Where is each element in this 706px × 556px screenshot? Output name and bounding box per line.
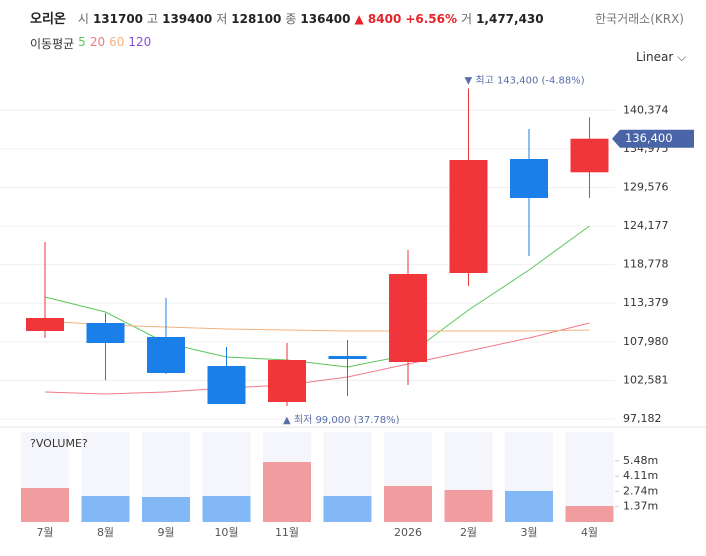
- y-tick-label: 102,581: [623, 373, 669, 386]
- x-tick-label: 9월: [157, 526, 174, 539]
- x-tick-label: 2월: [460, 526, 477, 539]
- volume-bar: [21, 488, 69, 522]
- x-tick-label: 3월: [520, 526, 537, 539]
- y-tick-label: 97,182: [623, 412, 662, 425]
- price-tag: [612, 129, 694, 148]
- candle-body: [389, 274, 427, 363]
- y-tick-label: 140,374: [623, 103, 669, 116]
- scale-mode[interactable]: Linear ⌵: [636, 50, 687, 64]
- label: 고: [147, 12, 159, 26]
- y-tick-label: 118,778: [623, 258, 669, 271]
- change-pct: +6.56%: [405, 12, 458, 26]
- change: ▲ 8400: [354, 12, 402, 26]
- scale-text: Linear: [636, 50, 674, 64]
- candle-body: [510, 159, 548, 199]
- y-tick-label: 107,980: [623, 335, 669, 348]
- y-tick-label: 129,576: [623, 180, 669, 193]
- volume-bar: [263, 462, 311, 522]
- legend-entry: 60: [109, 35, 125, 49]
- exchange: 한국거래소(KRX): [595, 12, 684, 26]
- candle-body: [570, 138, 609, 173]
- price-tag-label: 136,400: [625, 131, 673, 145]
- candle-body: [147, 337, 185, 373]
- volume-bar: [142, 496, 190, 522]
- volume-bar: [202, 495, 251, 522]
- volume-bar: [565, 506, 614, 522]
- volume-bar: [444, 489, 493, 522]
- volume-tick-label: 5.48m: [623, 454, 658, 467]
- ma-line: [44, 322, 590, 395]
- legend-entry: 20: [89, 35, 106, 49]
- volume-bar: [505, 490, 553, 522]
- x-tick-label: 2026: [394, 526, 422, 539]
- candle-body: [26, 317, 64, 331]
- ma-line: [44, 320, 590, 332]
- value: 136400: [300, 12, 351, 26]
- volume-tick-label: 1.37m: [623, 500, 658, 513]
- stock-name: 오리온: [30, 12, 66, 27]
- x-tick-label: 8월: [97, 526, 114, 539]
- x-tick-label: 10월: [214, 526, 238, 539]
- ma-title: 이동평균: [30, 37, 75, 51]
- ma-legend: 이동평균 5 20 60 120: [30, 35, 151, 52]
- x-tick-label: 4월: [581, 526, 598, 539]
- value: 139400: [162, 12, 213, 26]
- candle-body: [328, 355, 367, 359]
- label: 종: [285, 12, 297, 26]
- candle-body: [207, 365, 246, 404]
- label: 시: [77, 12, 89, 26]
- volume-bar: [323, 495, 372, 522]
- high-annotation: ▼ 최고 143,400 (-4.88%): [465, 75, 585, 87]
- volume-tick-label: 4.11m: [623, 469, 658, 482]
- volume-bar: [384, 486, 432, 522]
- label: 거: [461, 12, 473, 26]
- y-tick-label: 113,379: [623, 296, 669, 309]
- candle-body: [268, 359, 306, 403]
- label: 저: [216, 12, 228, 26]
- y-tick-label: 124,177: [623, 219, 669, 232]
- legend-entry: 5: [78, 35, 86, 49]
- x-tick-label: 7월: [36, 526, 53, 539]
- header: 오리온 시 131700 고 139400 저 128100 종 136400 ▲ 84…: [30, 8, 544, 27]
- volume-title: ?VOLUME?: [30, 437, 88, 450]
- candle-body: [449, 160, 488, 274]
- volume-tick-label: 2.74m: [623, 484, 658, 497]
- candle-body: [86, 322, 125, 343]
- ma-line: [44, 225, 590, 368]
- low-annotation: ▲ 최저 99,000 (37.78%): [283, 414, 400, 426]
- x-tick-label: 11월: [275, 526, 299, 539]
- volume-bar: [81, 495, 130, 522]
- value: 131700: [92, 12, 144, 26]
- legend-entry: 120: [128, 35, 152, 49]
- value: 128100: [231, 12, 282, 26]
- value: 1,477,430: [476, 12, 544, 26]
